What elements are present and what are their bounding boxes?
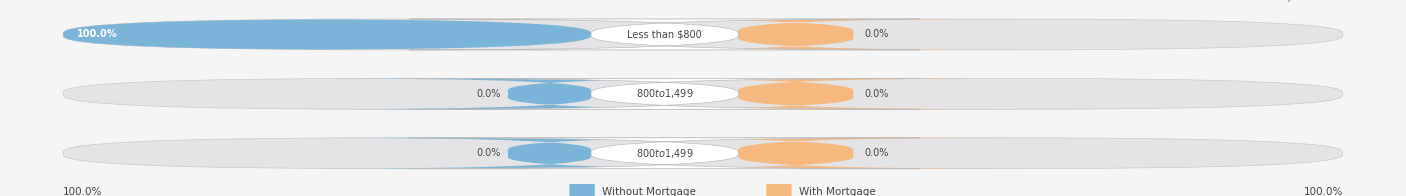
FancyBboxPatch shape <box>314 138 786 169</box>
FancyBboxPatch shape <box>409 19 920 50</box>
Text: $800 to $1,499: $800 to $1,499 <box>636 147 693 160</box>
Text: 0.0%: 0.0% <box>865 148 889 158</box>
Text: 0.0%: 0.0% <box>477 148 501 158</box>
Text: 100.0%: 100.0% <box>77 29 118 39</box>
Text: 100.0%: 100.0% <box>1303 187 1343 196</box>
Text: $800 to $1,499: $800 to $1,499 <box>636 87 693 100</box>
Text: 0.0%: 0.0% <box>477 89 501 99</box>
Text: 0.0%: 0.0% <box>865 89 889 99</box>
Text: REAL ESTATE TAXES BY MORTGAGE STATUS IN ZIP CODE 33877: REAL ESTATE TAXES BY MORTGAGE STATUS IN … <box>63 0 479 2</box>
FancyBboxPatch shape <box>569 184 595 196</box>
FancyBboxPatch shape <box>63 78 1343 109</box>
Text: 100.0%: 100.0% <box>63 187 103 196</box>
Text: With Mortgage: With Mortgage <box>799 187 876 196</box>
FancyBboxPatch shape <box>409 78 920 109</box>
FancyBboxPatch shape <box>575 78 1017 109</box>
Text: Source: ZipAtlas.com: Source: ZipAtlas.com <box>1239 0 1343 2</box>
FancyBboxPatch shape <box>575 19 1017 50</box>
FancyBboxPatch shape <box>409 138 920 169</box>
Text: Less than $800: Less than $800 <box>627 29 702 39</box>
FancyBboxPatch shape <box>63 19 1343 50</box>
Text: Without Mortgage: Without Mortgage <box>602 187 696 196</box>
FancyBboxPatch shape <box>314 78 786 109</box>
FancyBboxPatch shape <box>63 138 1343 169</box>
FancyBboxPatch shape <box>63 19 591 50</box>
FancyBboxPatch shape <box>766 184 792 196</box>
FancyBboxPatch shape <box>575 138 1017 169</box>
Text: 0.0%: 0.0% <box>865 29 889 39</box>
